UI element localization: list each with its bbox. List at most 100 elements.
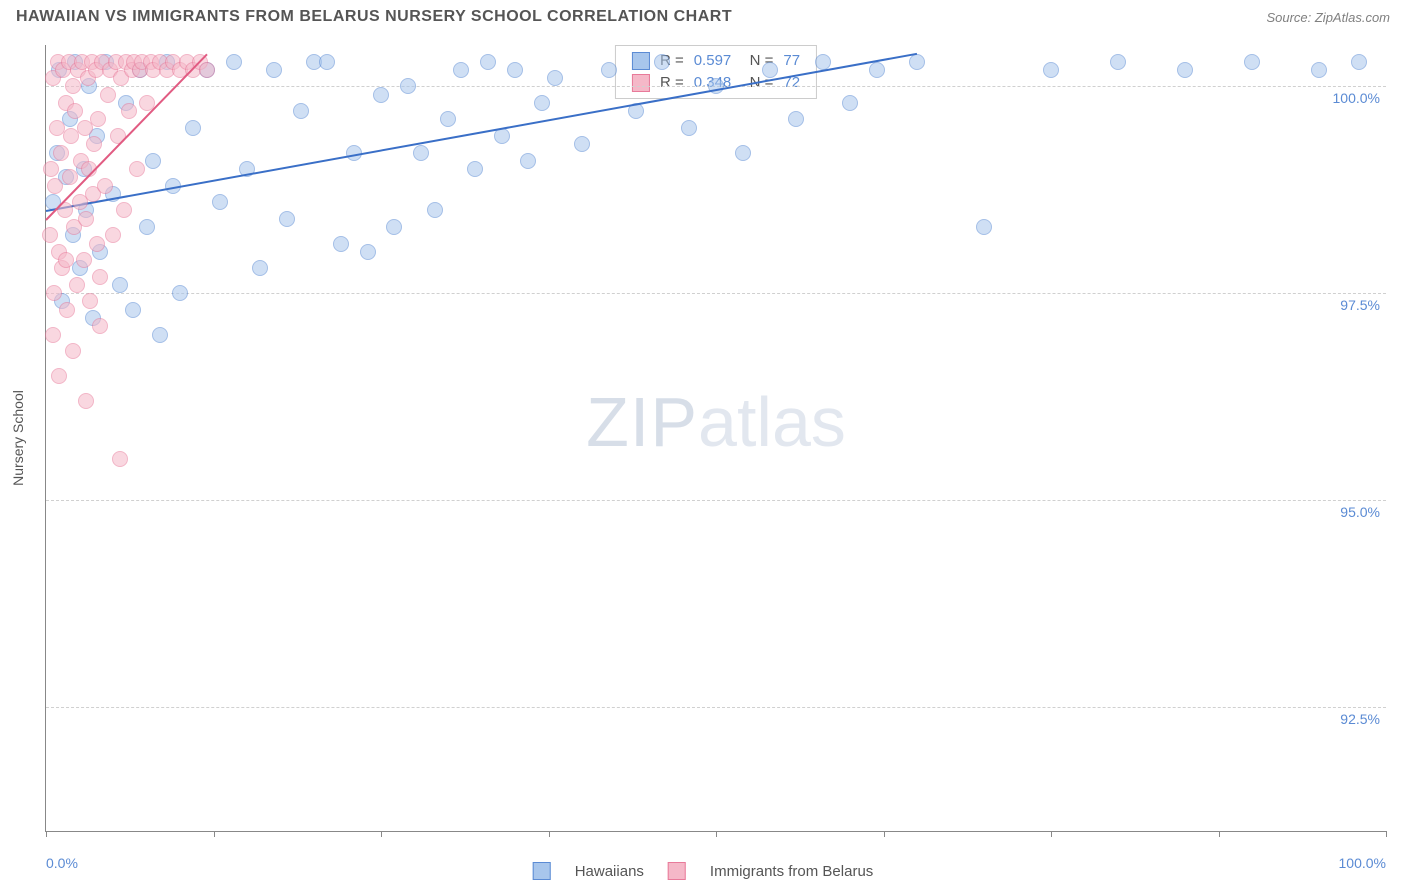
data-point-hawaiians <box>1351 54 1367 70</box>
data-point-belarus <box>65 343 81 359</box>
data-point-hawaiians <box>654 54 670 70</box>
data-point-hawaiians <box>152 327 168 343</box>
data-point-belarus <box>92 269 108 285</box>
watermark-atlas: atlas <box>698 383 846 461</box>
watermark: ZIPatlas <box>586 382 846 462</box>
data-point-hawaiians <box>252 260 268 276</box>
data-point-hawaiians <box>842 95 858 111</box>
data-point-hawaiians <box>112 277 128 293</box>
data-point-hawaiians <box>909 54 925 70</box>
data-point-belarus <box>97 178 113 194</box>
chart-title: HAWAIIAN VS IMMIGRANTS FROM BELARUS NURS… <box>16 8 732 26</box>
data-point-hawaiians <box>386 219 402 235</box>
data-point-belarus <box>43 161 59 177</box>
x-tick <box>716 831 717 837</box>
gridline <box>46 707 1386 708</box>
data-point-hawaiians <box>125 302 141 318</box>
data-point-hawaiians <box>815 54 831 70</box>
swatch-belarus <box>632 74 650 92</box>
data-point-hawaiians <box>212 194 228 210</box>
y-tick-label: 97.5% <box>1340 297 1380 313</box>
data-point-hawaiians <box>333 236 349 252</box>
data-point-belarus <box>76 252 92 268</box>
data-point-hawaiians <box>266 62 282 78</box>
data-point-belarus <box>82 293 98 309</box>
data-point-hawaiians <box>520 153 536 169</box>
data-point-belarus <box>116 202 132 218</box>
data-point-belarus <box>78 211 94 227</box>
data-point-hawaiians <box>139 219 155 235</box>
y-axis-title: Nursery School <box>10 390 26 486</box>
data-point-hawaiians <box>574 136 590 152</box>
data-point-belarus <box>49 120 65 136</box>
data-point-hawaiians <box>869 62 885 78</box>
legend-swatch-belarus <box>668 862 686 880</box>
legend-label-belarus: Immigrants from Belarus <box>710 863 873 880</box>
data-point-hawaiians <box>226 54 242 70</box>
x-tick <box>1219 831 1220 837</box>
data-point-belarus <box>51 368 67 384</box>
data-point-hawaiians <box>1244 54 1260 70</box>
data-point-hawaiians <box>427 202 443 218</box>
data-point-belarus <box>199 62 215 78</box>
chart-header: HAWAIIAN VS IMMIGRANTS FROM BELARUS NURS… <box>0 0 1406 30</box>
data-point-hawaiians <box>440 111 456 127</box>
data-point-hawaiians <box>480 54 496 70</box>
data-point-hawaiians <box>1110 54 1126 70</box>
legend-swatch-hawaiians <box>533 862 551 880</box>
data-point-belarus <box>67 103 83 119</box>
data-point-belarus <box>65 78 81 94</box>
data-point-hawaiians <box>788 111 804 127</box>
data-point-belarus <box>47 178 63 194</box>
data-point-belarus <box>78 393 94 409</box>
data-point-hawaiians <box>547 70 563 86</box>
data-point-hawaiians <box>145 153 161 169</box>
chart-source: Source: ZipAtlas.com <box>1266 10 1390 25</box>
data-point-hawaiians <box>373 87 389 103</box>
data-point-hawaiians <box>413 145 429 161</box>
x-tick <box>1051 831 1052 837</box>
data-point-hawaiians <box>453 62 469 78</box>
data-point-hawaiians <box>293 103 309 119</box>
data-point-belarus <box>110 128 126 144</box>
y-tick-label: 95.0% <box>1340 504 1380 520</box>
data-point-hawaiians <box>681 120 697 136</box>
x-axis-max-label: 100.0% <box>1339 855 1386 871</box>
data-point-belarus <box>105 227 121 243</box>
data-point-hawaiians <box>1311 62 1327 78</box>
data-point-hawaiians <box>319 54 335 70</box>
data-point-hawaiians <box>534 95 550 111</box>
data-point-belarus <box>58 252 74 268</box>
x-axis-min-label: 0.0% <box>46 855 78 871</box>
data-point-hawaiians <box>185 120 201 136</box>
x-tick <box>1386 831 1387 837</box>
data-point-belarus <box>112 451 128 467</box>
data-point-belarus <box>92 318 108 334</box>
data-point-belarus <box>121 103 137 119</box>
data-point-belarus <box>90 111 106 127</box>
x-tick <box>549 831 550 837</box>
series-legend: Hawaiians Immigrants from Belarus <box>533 862 874 880</box>
x-tick <box>381 831 382 837</box>
data-point-hawaiians <box>762 62 778 78</box>
legend-label-hawaiians: Hawaiians <box>575 863 644 880</box>
data-point-hawaiians <box>172 285 188 301</box>
data-point-hawaiians <box>400 78 416 94</box>
data-point-hawaiians <box>735 145 751 161</box>
y-tick-label: 92.5% <box>1340 711 1380 727</box>
data-point-belarus <box>100 87 116 103</box>
x-tick <box>884 831 885 837</box>
data-point-belarus <box>62 169 78 185</box>
data-point-hawaiians <box>601 62 617 78</box>
data-point-belarus <box>86 136 102 152</box>
n-value-hawaiians: 77 <box>783 50 800 72</box>
watermark-zip: ZIP <box>586 383 698 461</box>
swatch-hawaiians <box>632 52 650 70</box>
gridline <box>46 500 1386 501</box>
data-point-belarus <box>69 277 85 293</box>
data-point-hawaiians <box>360 244 376 260</box>
data-point-hawaiians <box>507 62 523 78</box>
r-value-hawaiians: 0.597 <box>694 50 732 72</box>
x-tick <box>46 831 47 837</box>
scatter-plot: Nursery School ZIPatlas 0.0% 100.0% R = … <box>45 45 1386 832</box>
